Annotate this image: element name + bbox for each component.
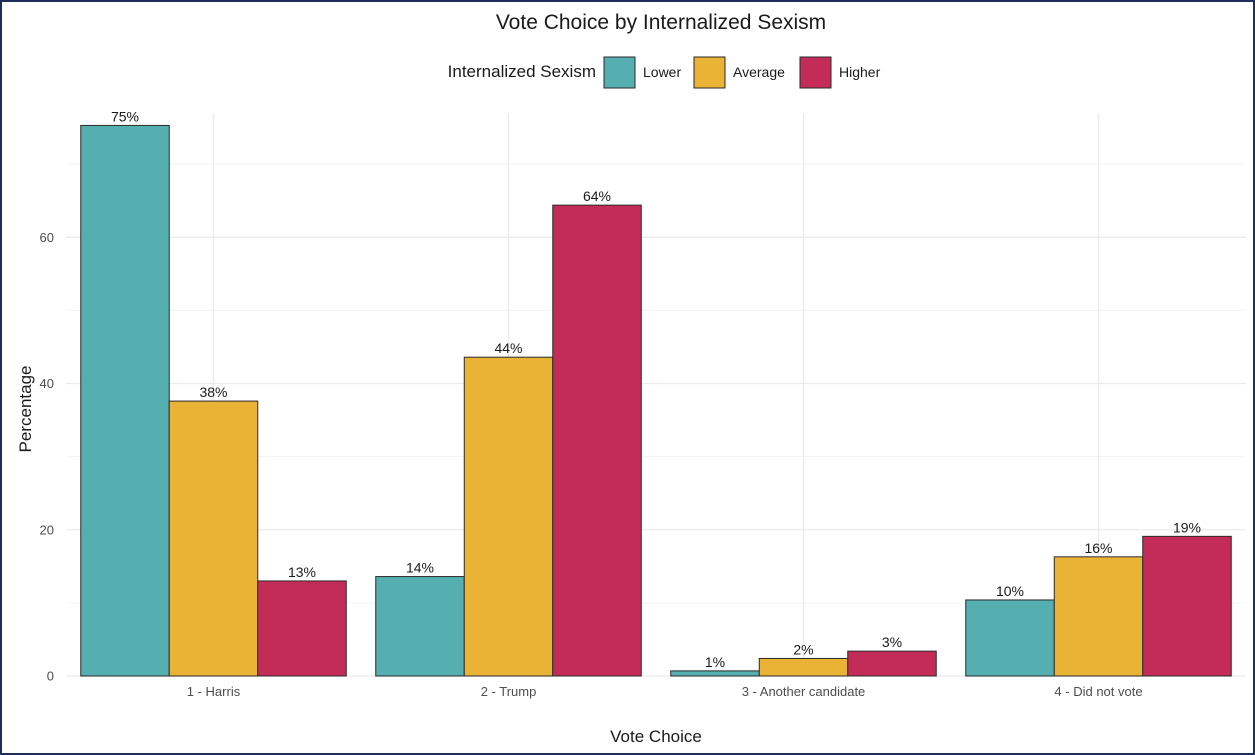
- data-label-higher-4: 19%: [1173, 519, 1201, 535]
- legend-key-higher: [799, 56, 832, 89]
- bar-average-1: [168, 400, 259, 677]
- data-label-lower-2: 14%: [406, 560, 434, 576]
- data-label-higher-2: 64%: [583, 188, 611, 204]
- data-label-lower-1: 75%: [111, 108, 139, 124]
- data-label-average-2: 44%: [494, 340, 522, 356]
- legend-title: Internalized Sexism: [448, 62, 596, 81]
- y-tick-label: 40: [40, 376, 54, 391]
- bar-lower-2: [375, 576, 465, 677]
- y-tick-label: 20: [40, 522, 54, 537]
- data-labels: 75% 38% 13% 14% 44% 64% 1% 2% 3% 10% 16% 19%: [111, 108, 1201, 669]
- y-axis-title: Percentage: [16, 366, 35, 453]
- data-label-higher-1: 13%: [288, 564, 316, 580]
- x-tick-label: 1 - Harris: [187, 684, 241, 699]
- x-tick-label: 4 - Did not vote: [1054, 684, 1142, 699]
- bar-higher-4: [1142, 535, 1232, 677]
- legend-label-average: Average: [733, 64, 785, 80]
- bar-higher-3: [847, 650, 937, 677]
- bar-average-3: [758, 657, 849, 677]
- data-label-average-1: 38%: [199, 384, 227, 400]
- legend-key-lower: [603, 56, 636, 89]
- bar-lower-3: [670, 670, 760, 677]
- bar-higher-1: [257, 580, 347, 677]
- x-axis-title: Vote Choice: [610, 727, 702, 746]
- y-tick-label: 60: [40, 230, 54, 245]
- data-label-average-4: 16%: [1084, 540, 1112, 556]
- y-tick-label: 0: [47, 669, 54, 684]
- data-label-higher-3: 3%: [882, 634, 902, 650]
- legend: Internalized Sexism Lower Average Higher: [448, 56, 881, 89]
- bar-lower-4: [965, 599, 1055, 677]
- y-axis-ticks: 0 20 40 60: [40, 230, 54, 684]
- legend-label-higher: Higher: [839, 64, 881, 80]
- x-tick-label: 3 - Another candidate: [742, 684, 866, 699]
- legend-label-lower: Lower: [643, 64, 681, 80]
- bars: [80, 124, 1232, 677]
- data-label-average-3: 2%: [793, 641, 813, 657]
- x-axis-ticks: 1 - Harris 2 - Trump 3 - Another candidate…: [187, 684, 1143, 699]
- legend-key-average: [693, 56, 726, 89]
- data-label-lower-3: 1%: [705, 654, 725, 670]
- bar-average-4: [1053, 556, 1144, 677]
- chart-title: Vote Choice by Internalized Sexism: [496, 11, 826, 34]
- bar-higher-2: [552, 204, 642, 677]
- data-label-lower-4: 10%: [996, 583, 1024, 599]
- x-tick-label: 2 - Trump: [481, 684, 537, 699]
- bar-lower-1: [80, 124, 170, 677]
- bar-average-2: [463, 356, 554, 677]
